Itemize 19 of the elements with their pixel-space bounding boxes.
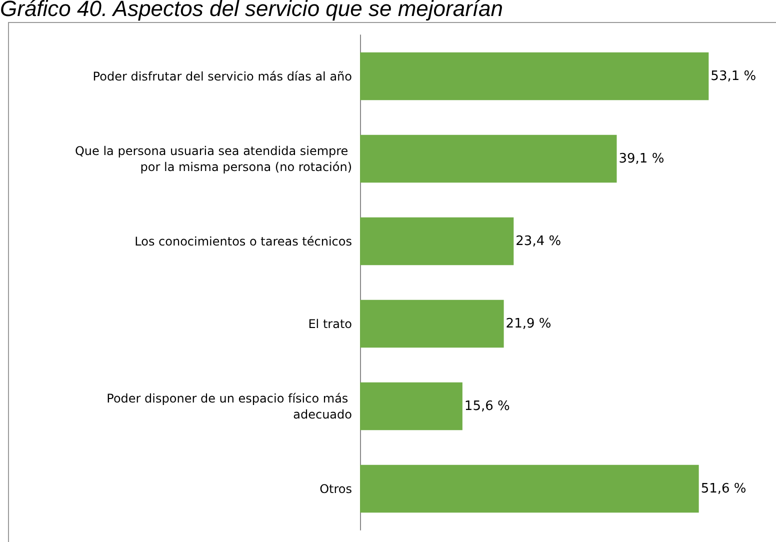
bar <box>360 300 504 348</box>
chart-title: Gráfico 40. Aspectos del servicio que se mejorarían <box>0 0 504 22</box>
data-label: 21,9 % <box>506 316 552 332</box>
y-tick-label: Poder disfrutar del servicio más días al año <box>92 69 352 84</box>
y-tick-label: Que la persona usuaria sea atendida siempre por la misma persona (no rotación) <box>74 144 352 174</box>
data-label: 39,1 % <box>618 151 664 166</box>
bar <box>360 382 462 430</box>
bar <box>360 464 699 513</box>
data-label: 53,1 % <box>710 68 756 84</box>
data-label: 23,4 % <box>516 234 562 249</box>
bar <box>360 217 514 266</box>
bar <box>360 52 709 100</box>
y-tick-label: El trato <box>308 316 352 331</box>
data-label: 15,6 % <box>464 398 510 414</box>
y-tick-label: Poder disponer de un espacio físico más adecuado <box>106 391 352 422</box>
y-tick-label: Otros <box>320 482 352 496</box>
y-tick-label: Los conocimientos o tareas técnicos <box>134 234 352 248</box>
data-label: 51,6 % <box>700 481 746 496</box>
bar <box>360 134 617 183</box>
